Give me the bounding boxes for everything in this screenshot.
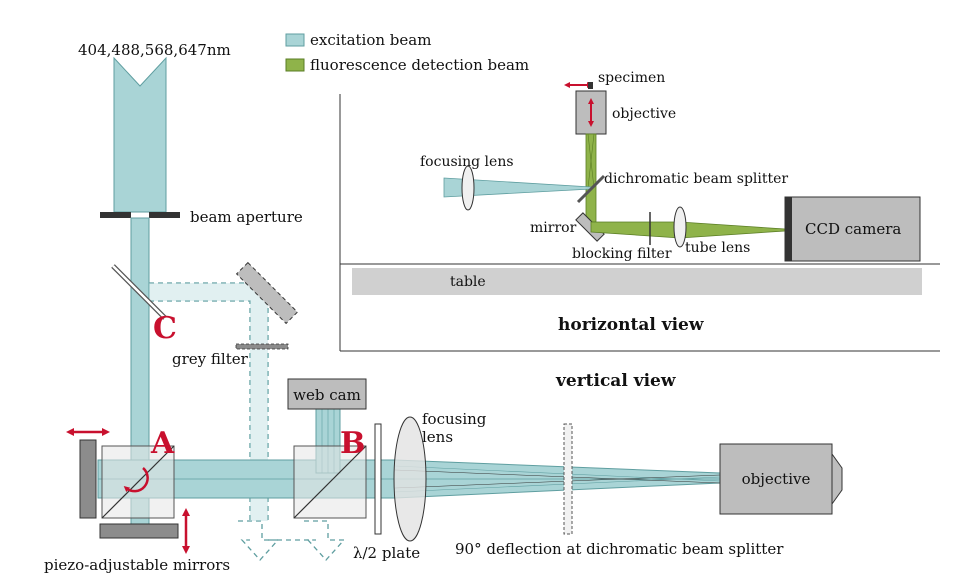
table-label: table xyxy=(450,274,486,290)
legend-fluorescence-label: fluorescence detection beam xyxy=(310,56,529,74)
aperture-right-plate xyxy=(149,212,180,218)
objective-main: objective xyxy=(719,443,843,515)
deflection-note: 90° deflection at dichromatic beam split… xyxy=(455,540,784,558)
vertical-view-title: vertical view xyxy=(555,371,676,391)
cube-a-diagonal xyxy=(101,445,175,519)
flip-mirror-c-inner xyxy=(112,265,166,319)
inset-tube-lens-label: tube lens xyxy=(685,240,750,256)
objective-main-body xyxy=(719,443,833,515)
inset-beam-splitter-label: dichromatic beam splitter xyxy=(604,171,788,187)
marker-c: C xyxy=(153,311,177,346)
focusing-lens-label-line1: focusing xyxy=(422,410,487,428)
inset-focusing-lens-label: focusing lens xyxy=(420,154,514,170)
laser-beam-chevron xyxy=(113,56,167,213)
ccd-camera-box xyxy=(784,196,921,262)
grey-filter: grey filter xyxy=(172,343,289,368)
ccd-camera-front xyxy=(785,197,792,261)
deflection-plane-body xyxy=(563,423,573,535)
inset-objective-label: objective xyxy=(612,106,676,122)
legend: excitation beam fluorescence detection b… xyxy=(285,31,529,74)
web-cam-box xyxy=(287,378,367,410)
marker-a: A xyxy=(150,426,175,461)
legend-excitation-label: excitation beam xyxy=(310,31,431,49)
inset-blocking-filter-label: blocking filter xyxy=(572,246,672,262)
objective-main-tip xyxy=(831,452,843,506)
legend-excitation-swatch xyxy=(285,33,305,47)
piezo-mirror-assembly: A piezo-adjustable mirrors xyxy=(44,426,230,574)
aperture-left-plate xyxy=(100,212,131,218)
inset-focusing-lens xyxy=(461,165,475,211)
dashed-top-fill xyxy=(149,283,268,301)
legend-fluorescence-swatch xyxy=(285,58,305,72)
rotation-arrow-icon xyxy=(123,467,149,493)
half-wave-plate-label: λ/2 plate xyxy=(353,544,420,562)
upper-dashed-mirror xyxy=(235,261,299,325)
fluorescence-horizontal-beam xyxy=(590,221,786,239)
cube-b-diagonal xyxy=(293,445,367,519)
beam-aperture: beam aperture xyxy=(100,208,303,226)
half-wave-plate-body xyxy=(374,423,382,535)
inset-tube-lens xyxy=(673,206,687,248)
grey-filter-label: grey filter xyxy=(172,350,249,368)
horizontal-view-title: horizontal view xyxy=(558,315,704,335)
marker-b: B xyxy=(340,426,365,461)
focusing-lens-label-line2: lens xyxy=(422,428,453,446)
webcam-assembly: web cam B xyxy=(287,378,367,519)
beam-aperture-label: beam aperture xyxy=(190,208,303,226)
laser-wavelengths: 404,488,568,647nm xyxy=(78,41,231,59)
web-cam-label: web cam xyxy=(293,386,361,404)
focusing-lens: focusing lens xyxy=(393,410,487,542)
inset-specimen-label: specimen xyxy=(598,70,665,86)
objective-main-label: objective xyxy=(742,470,811,488)
piezo-mirror-left xyxy=(79,439,97,519)
specimen-slide xyxy=(588,82,593,89)
horizontal-view-inset: specimen objective focusing lens dichrom… xyxy=(339,70,940,352)
ccd-camera-label: CCD camera xyxy=(805,220,901,238)
table-surface xyxy=(352,268,922,295)
inset-mirror-label: mirror xyxy=(530,220,577,236)
deflection-plane: 90° deflection at dichromatic beam split… xyxy=(455,423,784,558)
piezo-mirror-bottom xyxy=(99,523,179,539)
piezo-mirrors-label: piezo-adjustable mirrors xyxy=(44,556,230,574)
laser-source: 404,488,568,647nm xyxy=(78,41,231,213)
fluorescence-vertical-beam xyxy=(585,133,597,223)
dichromatic-beam-splitter xyxy=(576,174,606,204)
half-wave-plate: λ/2 plate xyxy=(353,423,420,562)
focusing-lens-body xyxy=(393,416,427,542)
grey-filter-plate xyxy=(235,343,289,350)
